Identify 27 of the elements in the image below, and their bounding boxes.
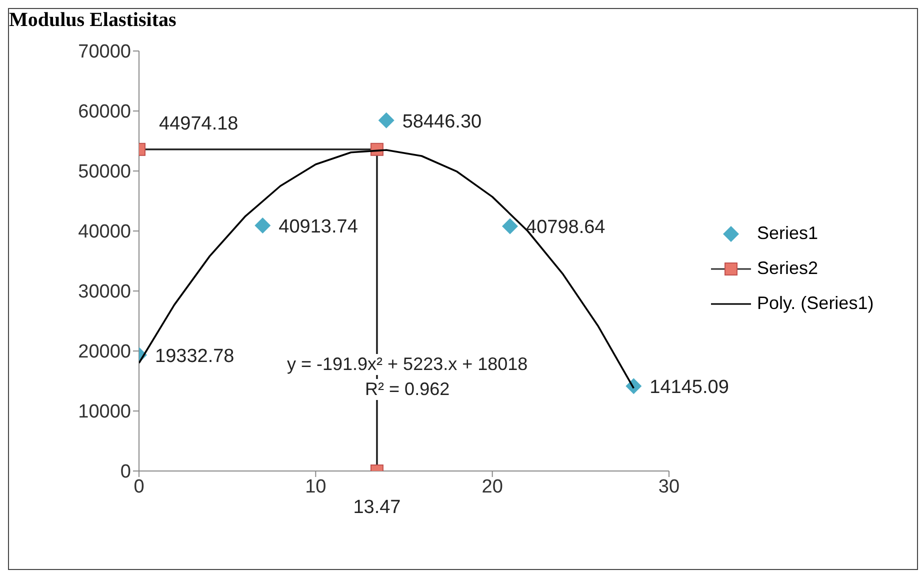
data-label: 19332.78: [155, 346, 234, 368]
y-tick-label: 60000: [78, 102, 131, 123]
y-tick-label: 40000: [78, 222, 131, 243]
x-tick-label: 30: [658, 476, 680, 498]
data-label: 14145.09: [650, 377, 729, 398]
y-tick-label: 70000: [78, 42, 131, 63]
point: [502, 218, 518, 234]
data-label: 58446.30: [402, 111, 482, 132]
annotation: R² = 0.962: [362, 379, 453, 400]
y-tick-label: 50000: [78, 162, 131, 183]
chart-title: Modulus Elastisitas: [9, 9, 176, 32]
y-tick-label: 30000: [78, 282, 131, 303]
x-tick-label: 0: [134, 476, 144, 498]
y-tick-label: 10000: [78, 402, 131, 423]
point: [378, 112, 394, 128]
x-tick-label: 20: [482, 476, 503, 498]
legend-label: Series2: [757, 258, 818, 279]
y-tick-label: 20000: [78, 342, 131, 363]
annotation: 13.47: [353, 497, 401, 518]
annotation: 44974.18: [159, 113, 238, 134]
annotation: y = -191.9x² + 5223.x + 18018: [284, 354, 531, 375]
data-label: 40798.64: [526, 217, 606, 238]
x-tick-label: 10: [305, 476, 326, 498]
data-label: 40913.74: [278, 216, 358, 238]
legend-label: Poly. (Series1): [757, 293, 874, 314]
y-tick-label: 0: [120, 462, 131, 483]
legend-label: Series1: [757, 223, 818, 244]
